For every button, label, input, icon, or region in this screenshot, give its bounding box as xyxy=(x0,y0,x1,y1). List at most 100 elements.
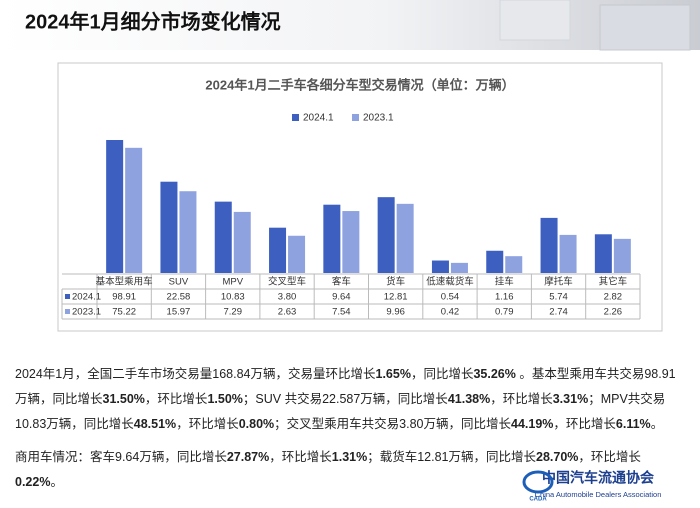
text-run: ；SUV 共交易22.587万辆，同比增长 xyxy=(242,392,448,406)
bar xyxy=(106,140,124,273)
text-run: ；MPV共交易10.83万辆，同比增长 xyxy=(15,392,666,431)
text-run: ，环比增长 xyxy=(490,392,553,406)
body-text: 2024年1月，全国二手车市场交易量168.84万辆，交易量环比增长1.65%，… xyxy=(15,362,687,503)
table-value: 0.79 xyxy=(495,307,514,318)
bar xyxy=(323,204,341,273)
table-value: 2.74 xyxy=(549,307,568,318)
logo-en: China Automobile Dealers Association xyxy=(535,490,662,499)
text-run: 48.51% xyxy=(133,417,177,431)
text-run: 2024年1月，全国二手车市场交易量168.84万辆，交易量环比增长 xyxy=(15,367,376,381)
table-value: 0.42 xyxy=(441,307,460,318)
logo-abbr: CADA xyxy=(529,497,547,503)
chart-title: 2024年1月二手车各细分车型交易情况（单位：万辆） xyxy=(205,77,514,92)
bar xyxy=(288,235,306,273)
text-run: 商用车情况：客车9.64万辆，同比增长 xyxy=(15,450,227,464)
text-run: ，同比增长 xyxy=(410,367,474,381)
decor-box xyxy=(499,0,571,41)
bar xyxy=(377,197,395,273)
text-run: 27.87% xyxy=(226,450,270,464)
bar xyxy=(540,217,558,273)
table-value: 12.81 xyxy=(384,292,408,303)
table-value: 9.64 xyxy=(332,292,351,303)
header-bg xyxy=(0,0,700,50)
text-run: ；载货车12.81万辆，同比增长 xyxy=(367,450,536,464)
bar xyxy=(396,203,414,273)
bar xyxy=(269,227,287,273)
table-value: 2.82 xyxy=(604,292,623,303)
legend-swatch xyxy=(292,114,299,121)
text-run: 1.65% xyxy=(375,367,411,381)
table-row-label: 2024.1 xyxy=(72,292,101,303)
table-value: 22.58 xyxy=(167,292,191,303)
x-tick-label: 基本型乘用车 xyxy=(96,276,153,288)
text-run: 。 xyxy=(650,417,664,431)
table-value: 2.26 xyxy=(604,307,623,318)
legend-label: 2023.1 xyxy=(363,113,394,124)
bar xyxy=(125,147,143,273)
paragraph: 商用车情况：客车9.64万辆，同比增长27.87%，环比增长1.31%；载货车1… xyxy=(15,445,687,495)
x-tick-label: SUV xyxy=(169,277,189,288)
text-run: 。 xyxy=(50,475,63,489)
x-tick-label: 摩托车 xyxy=(544,276,573,288)
table-value: 3.80 xyxy=(278,292,297,303)
table-swatch xyxy=(65,294,70,299)
text-run: ，环比增长 xyxy=(269,450,332,464)
text-run: ，环比增长 xyxy=(553,417,616,431)
chart-panel xyxy=(57,62,663,332)
text-run: ；交叉型乘用车共交易3.80万辆，同比增长 xyxy=(274,417,511,431)
bar xyxy=(431,260,449,273)
x-tick-label: 交叉型车 xyxy=(268,276,306,288)
text-run: 1.50% xyxy=(207,392,243,406)
table-value: 7.29 xyxy=(224,307,243,318)
legend-label: 2024.1 xyxy=(303,113,334,124)
table-row-label: 2023.1 xyxy=(72,307,101,318)
bar xyxy=(179,191,197,273)
paragraph: 2024年1月，全国二手车市场交易量168.84万辆，交易量环比增长1.65%，… xyxy=(15,362,687,437)
text-run: 。基本型乘用车共交易98.91万辆，同比增长 xyxy=(15,367,676,406)
table-value: 75.22 xyxy=(112,307,136,318)
text-run: 0.80% xyxy=(238,417,275,431)
bar xyxy=(233,211,251,273)
table-value: 0.54 xyxy=(441,292,460,303)
table-value: 5.74 xyxy=(549,292,568,303)
x-tick-label: MPV xyxy=(222,277,243,288)
text-run: ，环比增长 xyxy=(578,450,641,464)
text-run: 31.50% xyxy=(102,392,145,406)
bar xyxy=(505,256,523,273)
text-run: 28.70% xyxy=(536,450,579,464)
bar xyxy=(594,234,612,273)
bar xyxy=(613,238,631,273)
bar xyxy=(214,201,232,273)
logo-cn: 中国汽车流通协会 xyxy=(542,470,655,486)
table-value: 7.54 xyxy=(332,307,351,318)
x-tick-label: 低速载货车 xyxy=(426,276,474,288)
text-run: 0.22% xyxy=(15,475,51,489)
table-value: 98.91 xyxy=(112,292,136,303)
table-swatch xyxy=(65,309,70,314)
table-value: 9.96 xyxy=(386,307,405,318)
bar xyxy=(160,181,178,273)
x-tick-label: 货车 xyxy=(386,276,405,288)
bar xyxy=(450,262,468,273)
text-run: ，环比增长 xyxy=(144,392,208,406)
table-value: 10.83 xyxy=(221,292,245,303)
text-run: 35.26% xyxy=(473,367,516,381)
text-run: ，环比增长 xyxy=(176,417,239,431)
slide-title: 2024年1月细分市场变化情况 xyxy=(25,9,281,33)
text-run: 3.31% xyxy=(552,392,589,406)
text-run: 41.38% xyxy=(447,392,491,406)
legend-swatch xyxy=(352,114,359,121)
table-value: 1.16 xyxy=(495,292,514,303)
bar xyxy=(559,234,577,273)
x-tick-label: 客车 xyxy=(332,276,351,288)
table-value: 15.97 xyxy=(167,307,191,318)
bar xyxy=(342,211,360,273)
bar xyxy=(486,250,504,273)
table-value: 2.63 xyxy=(278,307,297,318)
text-run: 1.31% xyxy=(331,450,368,464)
logo-icon xyxy=(522,470,554,494)
text-run: 6.11% xyxy=(615,417,651,431)
x-tick-label: 其它车 xyxy=(599,276,628,288)
